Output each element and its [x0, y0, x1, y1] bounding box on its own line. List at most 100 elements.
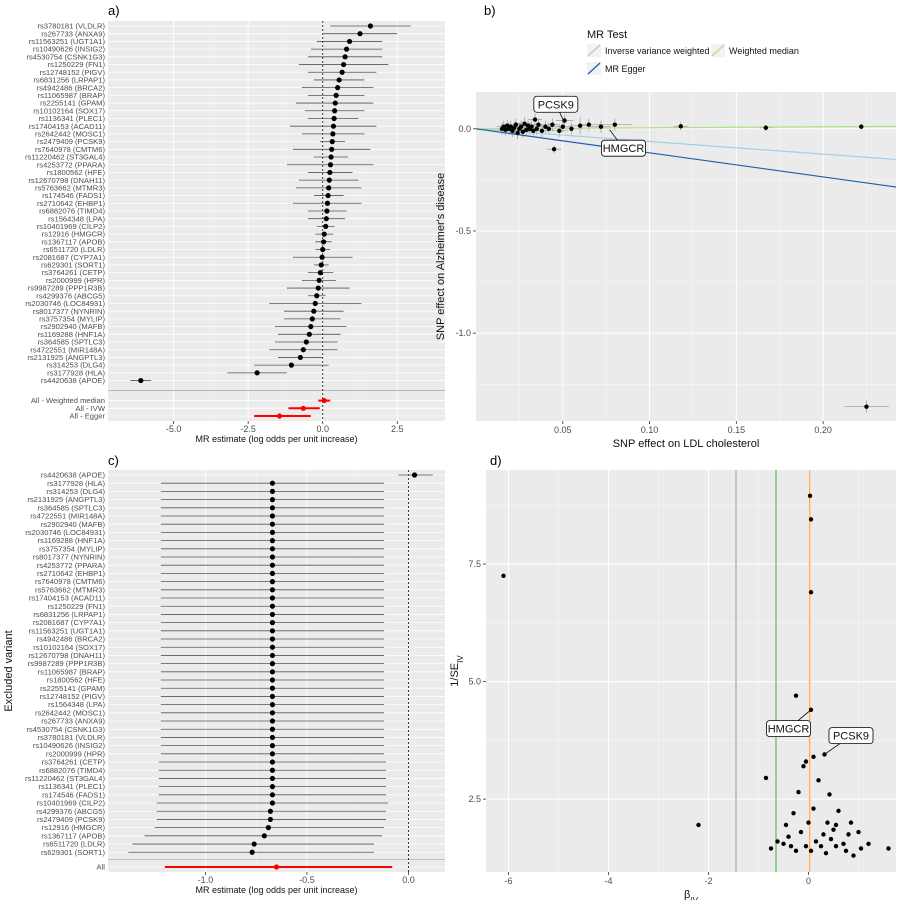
data-point — [811, 806, 816, 811]
row-label: rs4942486 (BRCA2) — [37, 635, 106, 644]
panel-background — [108, 470, 445, 872]
estimate-point — [332, 100, 338, 106]
estimate-point — [269, 497, 276, 503]
y-tick-label: 7.5 — [468, 559, 481, 569]
row-label: rs12748152 (PIGV) — [40, 68, 106, 77]
estimate-point — [329, 139, 335, 145]
fit-line — [475, 128, 897, 188]
estimate-point — [269, 546, 276, 552]
panel-background — [486, 470, 896, 872]
estimate-point — [269, 628, 276, 634]
estimate-point — [317, 270, 323, 276]
row-label: rs12748152 (PIGV) — [40, 692, 106, 701]
estimate-point — [323, 216, 329, 222]
estimate-point — [265, 825, 271, 831]
row-label: rs3757354 (MYLIP) — [39, 544, 105, 553]
estimate-point — [330, 123, 337, 129]
row-label: rs12670798 (DNAH11) — [28, 651, 105, 660]
data-point — [551, 147, 557, 152]
estimate-point — [269, 661, 276, 667]
estimate-point — [341, 61, 347, 68]
estimate-point — [324, 200, 331, 206]
row-label: rs3764261 (CETP) — [42, 268, 106, 277]
row-label: rs2081687 (CYP7A1) — [33, 618, 106, 627]
row-label: rs4299376 (ABCG5) — [36, 807, 105, 816]
row-label: rs12916 (HMGCR) — [42, 230, 106, 239]
data-point — [823, 850, 829, 856]
row-label: rs3780181 (VLDLR) — [37, 22, 105, 31]
row-label: rs11065987 (BRAP) — [38, 91, 106, 100]
scatter-plot-b: 0.05 0.10 0.15 0.20 0.0 -0.5 -1.0 PCSK9 HMGCR SNP… — [435, 3, 897, 450]
estimate-point — [269, 505, 276, 511]
row-label: rs314253 (DLG4) — [46, 361, 105, 370]
row-label: rs629301 (SORT1) — [41, 261, 105, 270]
row-label: rs8017377 (NYNRIN) — [33, 307, 106, 316]
estimate-point — [311, 308, 317, 314]
x-tick-label: -2 — [704, 876, 712, 886]
estimate-point — [339, 69, 345, 75]
data-point — [828, 836, 834, 842]
row-label: rs17404153 (ACAD11) — [29, 122, 106, 131]
row-label: rs2131925 (ANGPTL3) — [27, 353, 105, 362]
x-tick-label: -4 — [604, 876, 612, 886]
row-label: rs10401969 (CILP2) — [37, 222, 106, 231]
x-tick-label: -6 — [504, 876, 512, 886]
estimate-point — [269, 702, 276, 708]
summary-point — [276, 413, 283, 419]
y-axis-title: Excluded variant — [3, 630, 15, 711]
row-label: rs2642442 (MOSC1) — [35, 130, 106, 139]
data-point — [848, 820, 854, 825]
data-point — [808, 848, 814, 854]
estimate-point — [320, 246, 326, 253]
row-label: rs7640978 (CMTM6) — [35, 577, 106, 586]
data-point — [768, 846, 774, 851]
data-point — [515, 130, 520, 136]
data-point — [525, 123, 531, 128]
row-label: rs1169288 (HNF1A) — [38, 536, 106, 545]
estimate-point — [312, 300, 318, 307]
row-label: rs1367117 (APOB) — [41, 831, 105, 840]
estimate-point — [269, 579, 276, 585]
row-label: rs2030746 (LOC84931) — [25, 528, 105, 537]
estimate-point — [303, 339, 309, 345]
estimate-point — [367, 23, 374, 29]
y-axis-title-sub: IV — [456, 655, 465, 663]
data-point — [678, 124, 683, 129]
data-point — [775, 839, 780, 844]
data-point — [851, 853, 856, 858]
row-label: rs6511720 (LDLR) — [43, 840, 105, 849]
estimate-point — [330, 131, 336, 137]
estimate-point — [267, 816, 274, 823]
data-point — [859, 124, 864, 129]
row-label: rs6831256 (LRPAP1) — [33, 76, 105, 85]
data-point — [801, 764, 806, 769]
data-point — [531, 128, 536, 134]
data-point — [783, 822, 789, 828]
estimate-point — [269, 587, 276, 593]
estimate-point — [269, 775, 276, 782]
estimate-point — [269, 767, 276, 773]
estimate-point — [331, 115, 337, 122]
estimate-point — [314, 293, 320, 299]
estimate-point — [335, 85, 341, 91]
x-tick-label: -5.0 — [166, 424, 182, 434]
row-label: rs174546 (FADS1) — [42, 790, 105, 799]
data-point — [532, 117, 538, 122]
data-point — [856, 829, 861, 835]
estimate-point — [297, 354, 303, 361]
estimate-point — [269, 792, 276, 798]
row-label: rs2131925 (ANGPTL3) — [27, 495, 105, 504]
estimate-point — [269, 529, 276, 536]
y-tick-label: -0.5 — [455, 226, 471, 236]
panel-label: a) — [108, 3, 120, 18]
row-label: rs1800562 (HFE) — [47, 676, 106, 685]
data-point — [786, 834, 791, 839]
row-label: rs3757354 (MYLIP) — [39, 314, 105, 323]
estimate-point — [269, 652, 276, 659]
estimate-point — [336, 77, 342, 83]
data-point — [763, 775, 769, 781]
data-point — [793, 848, 799, 854]
row-label: rs11563251 (UGT1A1) — [29, 626, 106, 635]
row-label: rs4253772 (PPARA) — [37, 160, 106, 169]
estimate-point — [269, 800, 276, 806]
